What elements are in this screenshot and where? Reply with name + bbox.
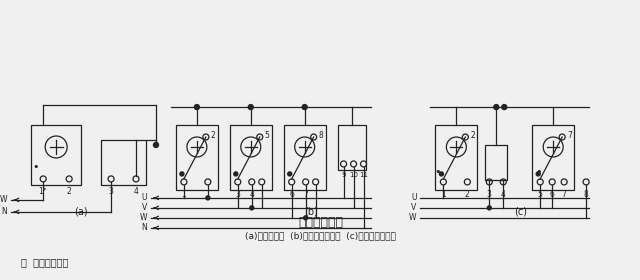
Text: •: • (535, 167, 541, 177)
Circle shape (248, 104, 253, 109)
Circle shape (487, 206, 492, 210)
Text: 5: 5 (265, 130, 269, 139)
Circle shape (250, 206, 254, 210)
Text: U: U (411, 193, 417, 202)
Text: 5: 5 (538, 190, 543, 199)
Text: N: N (141, 223, 147, 232)
Text: U: U (141, 193, 147, 202)
Text: 2: 2 (211, 130, 216, 139)
Circle shape (502, 104, 507, 109)
Text: 7: 7 (303, 190, 308, 199)
Text: 4: 4 (250, 190, 254, 199)
Text: 8: 8 (584, 190, 589, 199)
Text: (a)单相电度表  (b)三相四线电度表  (c)三相三线电度表: (a)单相电度表 (b)三相四线电度表 (c)三相三线电度表 (245, 231, 396, 240)
Text: W: W (140, 213, 147, 222)
Text: N: N (1, 207, 7, 216)
Circle shape (180, 172, 184, 176)
Text: W: W (0, 195, 7, 204)
Bar (230, 125, 272, 190)
Text: 1: 1 (441, 190, 446, 199)
Text: 3: 3 (109, 187, 113, 196)
Bar (485, 145, 508, 180)
Circle shape (195, 104, 200, 109)
Text: 7: 7 (567, 130, 572, 139)
Text: 8: 8 (319, 130, 323, 139)
Text: 1*: 1* (38, 187, 47, 196)
Text: 7: 7 (562, 190, 566, 199)
Text: 2: 2 (465, 190, 470, 199)
Circle shape (440, 172, 444, 176)
Circle shape (154, 143, 159, 148)
Text: (a): (a) (74, 207, 88, 217)
Text: 2: 2 (470, 130, 475, 139)
Circle shape (302, 104, 307, 109)
Text: 1: 1 (182, 190, 186, 199)
Circle shape (206, 196, 210, 200)
Text: 4: 4 (501, 190, 506, 199)
Circle shape (234, 172, 238, 176)
Bar (284, 125, 326, 190)
Text: 2: 2 (67, 187, 72, 196)
Text: 9: 9 (341, 172, 346, 178)
Text: W: W (409, 213, 417, 222)
Bar (31, 125, 81, 185)
Text: 电度表接线图: 电度表接线图 (298, 216, 343, 229)
Text: •: • (32, 162, 38, 172)
Text: V: V (411, 203, 417, 212)
Bar (532, 125, 574, 190)
Circle shape (536, 172, 540, 176)
Text: 10: 10 (349, 172, 358, 178)
Bar (435, 125, 477, 190)
Bar (101, 140, 146, 185)
Text: (c): (c) (514, 207, 527, 217)
Text: 3: 3 (236, 190, 240, 199)
Circle shape (303, 216, 308, 220)
Circle shape (494, 104, 499, 109)
Text: V: V (141, 203, 147, 212)
Text: 11: 11 (359, 172, 368, 178)
Text: •: • (434, 167, 441, 177)
Circle shape (288, 172, 292, 176)
Text: (b): (b) (304, 207, 317, 217)
Text: ，  电度表接线图: ， 电度表接线图 (21, 257, 68, 267)
Bar (176, 125, 218, 190)
Text: 6: 6 (289, 190, 294, 199)
Text: 3: 3 (487, 190, 492, 199)
Bar (338, 125, 365, 170)
Text: 4: 4 (134, 187, 138, 196)
Text: 6: 6 (550, 190, 555, 199)
